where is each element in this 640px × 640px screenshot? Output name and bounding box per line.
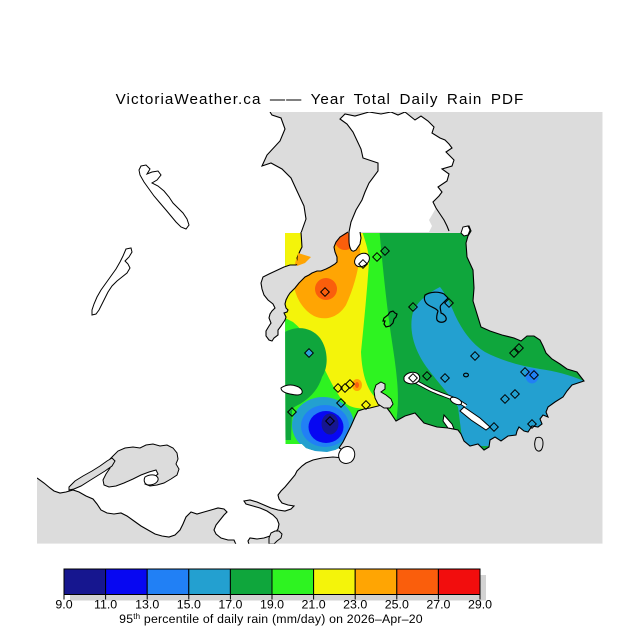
svg-text:29.0: 29.0 <box>468 598 492 612</box>
svg-text:11.0: 11.0 <box>94 598 117 612</box>
svg-text:21.0: 21.0 <box>302 598 326 612</box>
svg-text:VictoriaWeather.ca —— Year Tot: VictoriaWeather.ca —— Year Total Daily R… <box>116 91 525 108</box>
svg-text:9.0: 9.0 <box>55 598 72 612</box>
svg-text:95th percentile of daily rain: 95th percentile of daily rain (mm/day) o… <box>119 612 423 626</box>
svg-text:17.0: 17.0 <box>218 598 242 612</box>
svg-text:25.0: 25.0 <box>385 598 409 612</box>
svg-text:23.0: 23.0 <box>343 598 367 612</box>
svg-text:15.0: 15.0 <box>177 598 201 612</box>
svg-text:19.0: 19.0 <box>260 598 284 612</box>
svg-text:27.0: 27.0 <box>426 598 450 612</box>
svg-text:13.0: 13.0 <box>135 598 159 612</box>
